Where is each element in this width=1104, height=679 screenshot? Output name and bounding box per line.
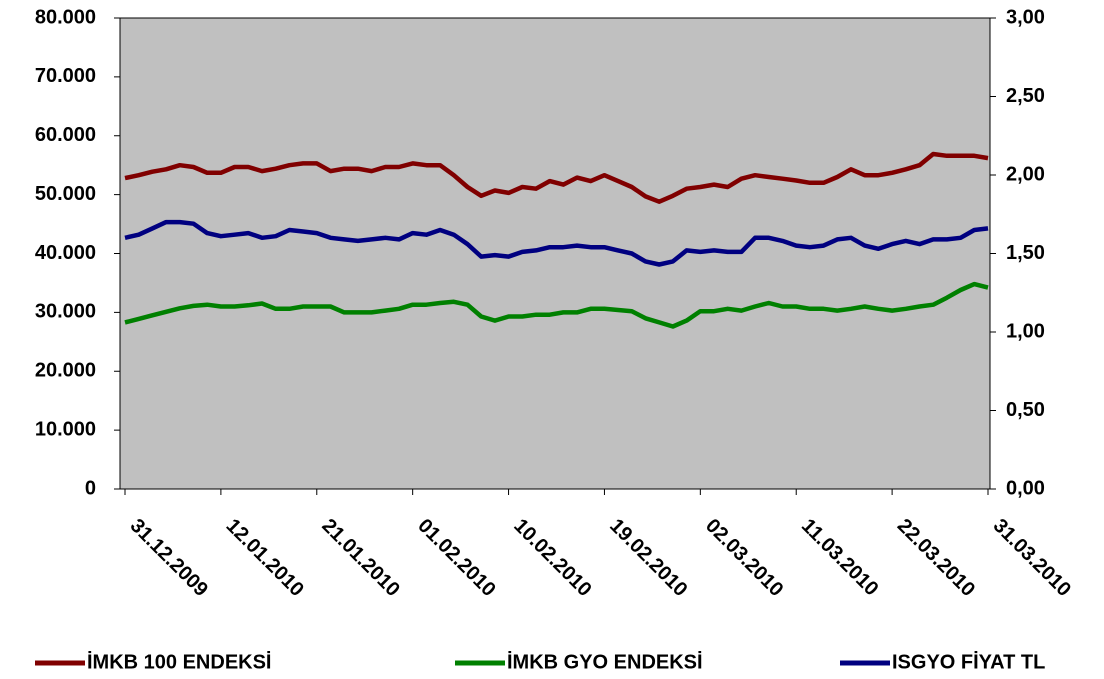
x-tick-label: 10.02.2010 [509, 515, 595, 601]
legend-label: ISGYO FİYAT TL [892, 650, 1045, 673]
y-tick-label: 30.000 [35, 301, 96, 323]
x-tick-label: 21.01.2010 [318, 515, 404, 601]
y2-tick-label: 1,00 [1006, 320, 1045, 342]
x-tick-label: 02.03.2010 [701, 515, 787, 601]
y2-tick-label: 2,50 [1006, 85, 1045, 107]
x-tick-label: 11.03.2010 [797, 515, 883, 601]
y-tick-label: 20.000 [35, 360, 96, 382]
plot-area [119, 17, 991, 490]
y-tick-label: 60.000 [35, 124, 96, 146]
series-line [124, 281, 989, 329]
x-tick-label: 19.02.2010 [605, 515, 691, 601]
y2-tick-label: 0,50 [1006, 399, 1045, 421]
x-tick-label: 01.02.2010 [413, 515, 499, 601]
x-tick-label: 22.03.2010 [893, 515, 979, 601]
y2-tick-label: 3,00 [1006, 6, 1045, 28]
x-tick-label: 31.03.2010 [989, 515, 1075, 601]
y-tick-label: 0 [85, 477, 96, 499]
y2-tick-label: 0,00 [1006, 477, 1045, 499]
y-tick-label: 50.000 [35, 183, 96, 205]
y-tick-label: 10.000 [35, 418, 96, 440]
y-tick-label: 70.000 [35, 65, 96, 87]
series-line [124, 151, 989, 204]
y2-tick-label: 2,00 [1006, 163, 1045, 185]
y-tick-label: 80.000 [35, 6, 96, 28]
y-tick-label: 40.000 [35, 242, 96, 264]
x-tick-label: 31.12.2009 [126, 515, 212, 601]
legend-label: İMKB 100 ENDEKSİ [87, 650, 272, 673]
x-tick-label: 12.01.2010 [222, 515, 308, 601]
y2-tick-label: 1,50 [1006, 242, 1045, 264]
series-line [124, 219, 989, 267]
legend-label: İMKB GYO ENDEKSİ [507, 650, 703, 673]
